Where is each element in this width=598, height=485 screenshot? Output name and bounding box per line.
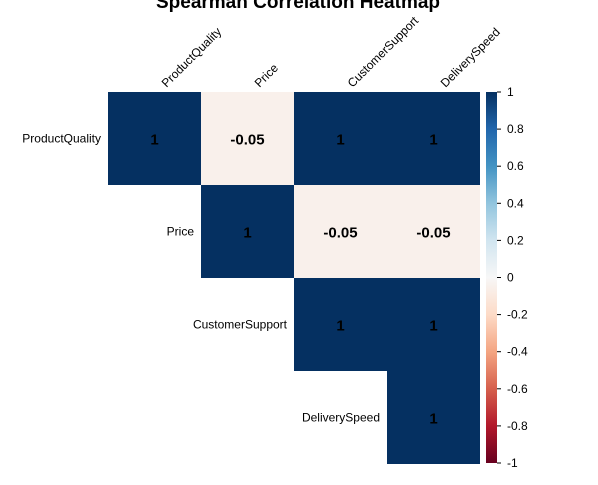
heatmap-cell [387,371,480,464]
heatmap-cell [201,185,294,278]
row-label: Price [167,225,195,239]
row-label: DeliverySpeed [302,411,380,425]
column-labels: ProductQuality Price CustomerSupport Delive… [159,13,503,90]
colorbar-tick-label: -1 [507,456,518,470]
colorbar-tick-label: 0.4 [507,196,524,210]
cell-value-label: 1 [150,132,158,149]
cell-value-label: 1 [429,132,437,149]
cell-value-label: 1 [336,132,344,149]
colorbar-tick-label: -0.4 [507,345,528,359]
colorbar-tick-label: 0.6 [507,159,524,173]
chart-title: Spearman Correlation Heatmap [156,0,440,13]
colorbar-tick-label: 0.8 [507,122,524,136]
heatmap-cell [387,185,480,278]
cell-value-label: 1 [243,225,251,242]
heatmap-cell [108,92,201,185]
cell-value-label: 1 [429,411,437,428]
column-label: CustomerSupport [345,13,422,90]
row-label: CustomerSupport [193,318,288,332]
colorbar: 1 0.8 0.6 0.4 0.2 0 -0.2 -0.4 -0.6 -0.8 -1 [486,85,528,470]
heatmap-cells: 1 -0.05 1 1 1 -0.05 -0.05 1 1 1 [108,92,480,464]
cell-value-label: 1 [336,318,344,335]
column-label: DeliverySpeed [438,25,503,90]
heatmap-cell [201,92,294,185]
cell-value-label: -0.05 [416,225,450,242]
cell-value-label: -0.05 [230,132,264,149]
heatmap-cell [294,278,387,371]
row-labels: ProductQuality Price CustomerSupport Delive… [22,132,380,425]
column-label: Price [252,61,281,90]
cell-value-label: 1 [429,318,437,335]
colorbar-tick-label: 0 [507,271,514,285]
heatmap-cell [387,92,480,185]
heatmap-cell [294,185,387,278]
heatmap-cell [387,278,480,371]
column-label: ProductQuality [159,25,225,91]
row-label: ProductQuality [22,132,101,146]
colorbar-gradient [486,92,497,463]
colorbar-tick-label: 1 [507,85,514,99]
cell-value-label: -0.05 [323,225,357,242]
heatmap-cell [294,92,387,185]
colorbar-tick-label: 0.2 [507,233,524,247]
colorbar-tick-label: -0.6 [507,382,528,396]
colorbar-tick-label: -0.8 [507,419,528,433]
colorbar-tick-label: -0.2 [507,308,528,322]
